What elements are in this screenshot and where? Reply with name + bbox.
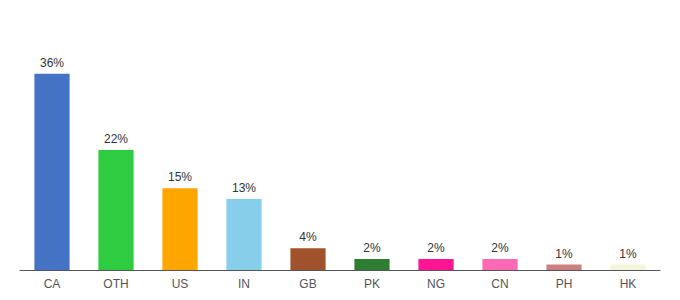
svg-text:36%: 36% [40,56,64,70]
svg-text:OTH: OTH [103,277,128,291]
svg-text:2%: 2% [427,241,445,255]
svg-text:CA: CA [44,277,61,291]
svg-text:1%: 1% [619,247,637,261]
svg-text:PH: PH [556,277,573,291]
svg-text:HK: HK [620,277,637,291]
svg-text:NG: NG [427,277,445,291]
svg-text:GB: GB [299,277,316,291]
svg-text:15%: 15% [168,170,192,184]
svg-text:US: US [172,277,189,291]
svg-text:22%: 22% [104,132,128,146]
svg-text:4%: 4% [299,230,317,244]
svg-text:13%: 13% [232,181,256,195]
svg-text:2%: 2% [491,241,509,255]
svg-text:CN: CN [491,277,508,291]
svg-text:2%: 2% [363,241,381,255]
svg-text:PK: PK [364,277,380,291]
svg-text:1%: 1% [555,247,573,261]
svg-text:IN: IN [238,277,250,291]
